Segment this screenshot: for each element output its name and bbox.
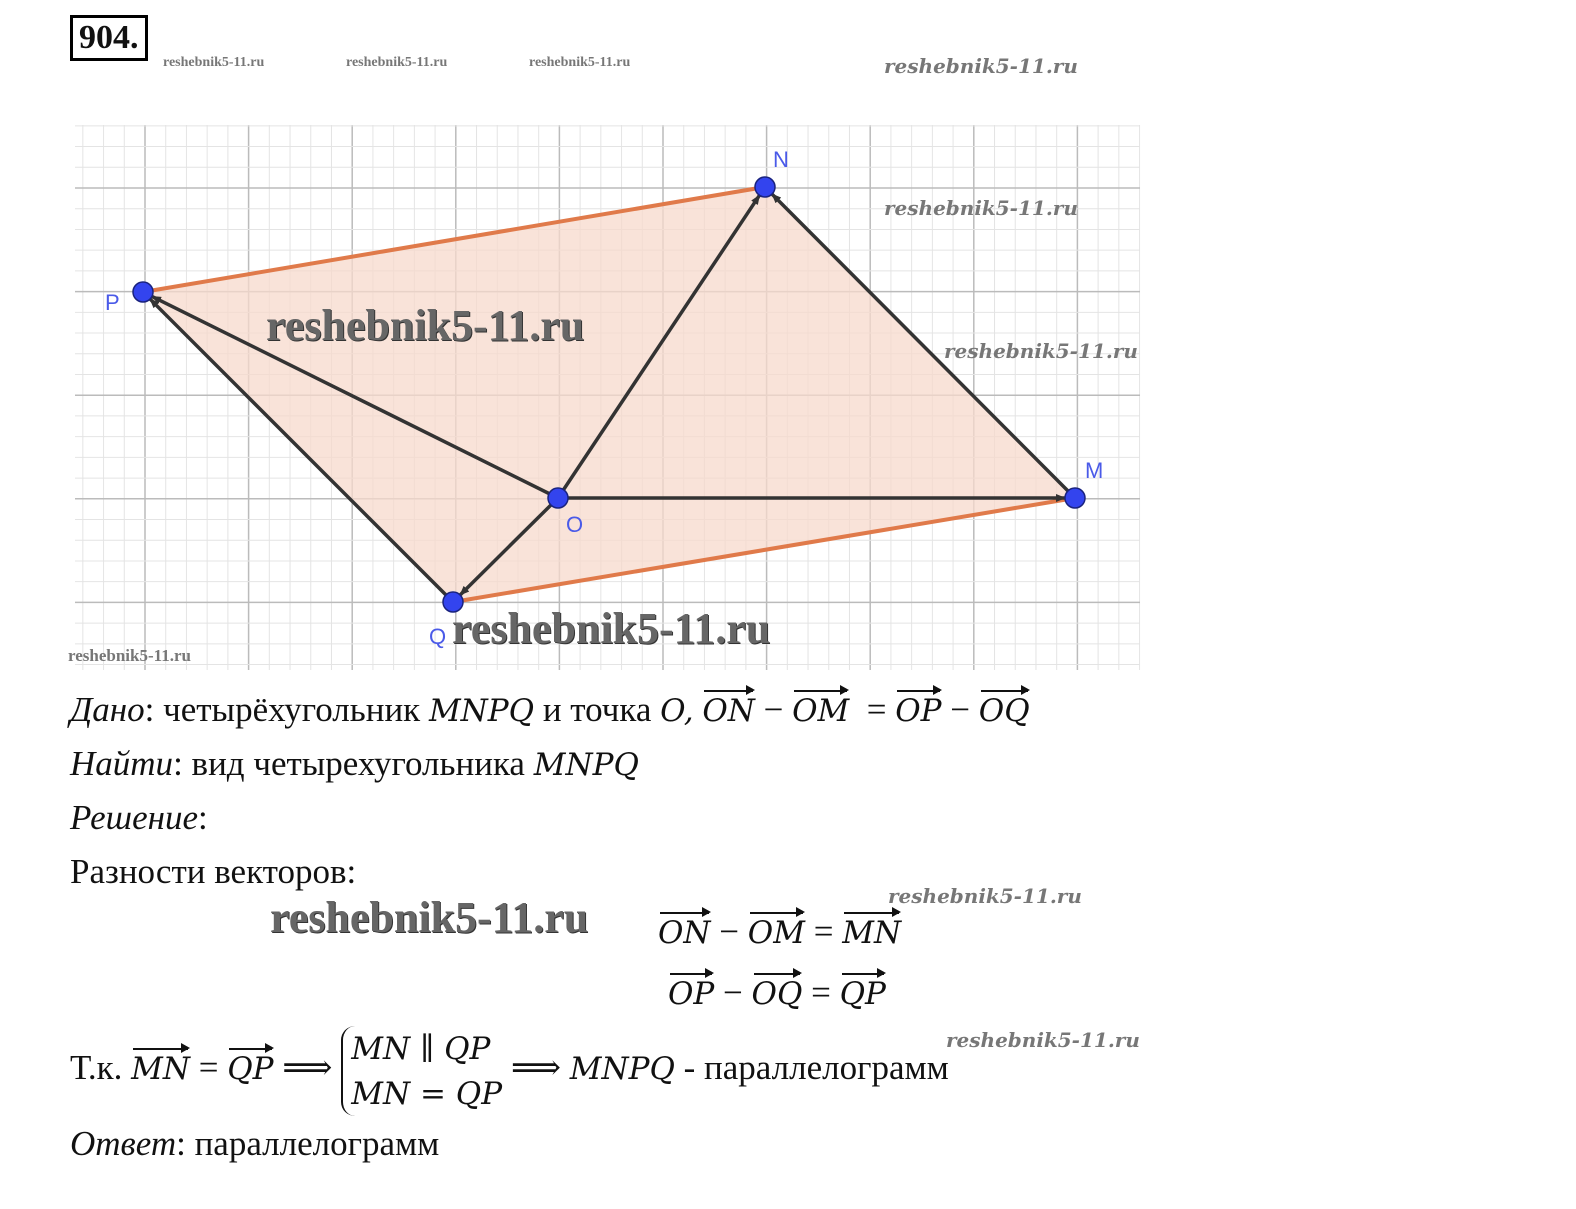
- op: =: [813, 912, 834, 951]
- text: Т.к.: [70, 1048, 132, 1088]
- point-N: [754, 176, 776, 198]
- watermark: reshebnik5-11.ru: [884, 196, 1078, 220]
- equation-2: OP − OQ = QP: [668, 968, 887, 1013]
- quad-name: MNPQ: [428, 693, 535, 729]
- vector: MN: [131, 1043, 191, 1088]
- implies: ⟹: [282, 1048, 333, 1088]
- vector: OP: [895, 685, 942, 729]
- equation-1: ON − OM = MN: [658, 907, 902, 952]
- op: =: [198, 1048, 219, 1088]
- vector-OP: [151, 294, 559, 500]
- point-label-Q: Q: [429, 624, 446, 649]
- vector: OQ: [978, 685, 1030, 729]
- point-label-P: P: [105, 290, 120, 315]
- op: −: [950, 690, 971, 729]
- solution-line: Решение:: [70, 798, 208, 838]
- op: =: [866, 690, 887, 729]
- point-label-M: M: [1085, 458, 1103, 483]
- text: : четырёхугольник: [144, 690, 429, 729]
- watermark: reshebnik5-11.ru: [888, 884, 1082, 908]
- watermark: reshebnik5-11.ru: [266, 301, 585, 350]
- op: −: [763, 690, 784, 729]
- vector: OM: [747, 907, 806, 951]
- implies: ⟹: [510, 1048, 561, 1088]
- watermark: reshebnik5-11.ru: [529, 55, 631, 70]
- vector-ON: [556, 194, 761, 499]
- problem-number: 904.: [70, 15, 148, 61]
- point-Q: [442, 591, 464, 613]
- watermark: reshebnik5-11.ru: [452, 604, 771, 653]
- conclusion-line: Т.к. MN = QP ⟹ MN ∥ QP MN = QP ⟹ MNPQ - п…: [70, 1026, 949, 1116]
- op: =: [811, 973, 831, 1012]
- op: −: [719, 912, 740, 951]
- watermark: reshebnik5-11.ru: [946, 1028, 1140, 1052]
- vector: ON: [658, 907, 711, 951]
- given-line: Дано: четырёхугольник MNPQ и точка O, ON…: [70, 685, 1030, 730]
- text: : вид четырехугольника: [173, 744, 534, 783]
- text: и точка: [534, 690, 661, 729]
- find-line: Найти: вид четырехугольника MNPQ: [70, 744, 639, 784]
- vector-QP: [148, 297, 455, 604]
- quad-name: MNPQ: [533, 747, 639, 783]
- text: : параллелограмм: [176, 1124, 440, 1163]
- text: :: [198, 798, 208, 837]
- watermark: reshebnik5-11.ru: [163, 55, 265, 70]
- vector: ON: [702, 685, 755, 729]
- vector: OP: [668, 968, 715, 1012]
- point-M: [1064, 487, 1086, 509]
- point-name: O,: [660, 693, 694, 729]
- watermark: reshebnik5-11.ru: [68, 646, 191, 665]
- point-label-O: O: [566, 512, 583, 537]
- side-PN: [142, 185, 766, 294]
- system-line: MN ∥ QP: [351, 1031, 491, 1067]
- quad-name: MNPQ: [569, 1051, 675, 1088]
- point-label-N: N: [773, 147, 789, 172]
- system-line: MN = QP: [351, 1076, 503, 1112]
- watermark: reshebnik5-11.ru: [884, 54, 1078, 78]
- point-P: [132, 281, 154, 303]
- text: - параллелограмм: [674, 1048, 949, 1088]
- system: MN ∥ QP MN = QP: [341, 1026, 502, 1116]
- answer-label: Ответ: [70, 1124, 177, 1163]
- solution-label: Решение: [70, 798, 199, 837]
- op: −: [723, 973, 743, 1012]
- watermark: reshebnik5-11.ru: [270, 893, 589, 942]
- geometry-figure: N P O M Q: [75, 125, 1141, 670]
- answer-line: Ответ: параллелограмм: [70, 1124, 439, 1164]
- vector: OQ: [751, 968, 803, 1012]
- vector: OM: [792, 685, 850, 729]
- watermark: reshebnik5-11.ru: [944, 339, 1138, 363]
- watermark: reshebnik5-11.ru: [346, 55, 448, 70]
- given-label: Дано: [70, 690, 145, 729]
- vector-MN: [770, 192, 1077, 500]
- vector: MN: [842, 907, 902, 951]
- vector: QP: [227, 1043, 274, 1088]
- differences-line: Разности векторов:: [70, 852, 357, 891]
- find-label: Найти: [70, 744, 174, 783]
- vector: QP: [839, 968, 887, 1012]
- vector-OQ: [458, 496, 560, 597]
- point-O: [547, 487, 569, 509]
- side-QM: [452, 496, 1076, 604]
